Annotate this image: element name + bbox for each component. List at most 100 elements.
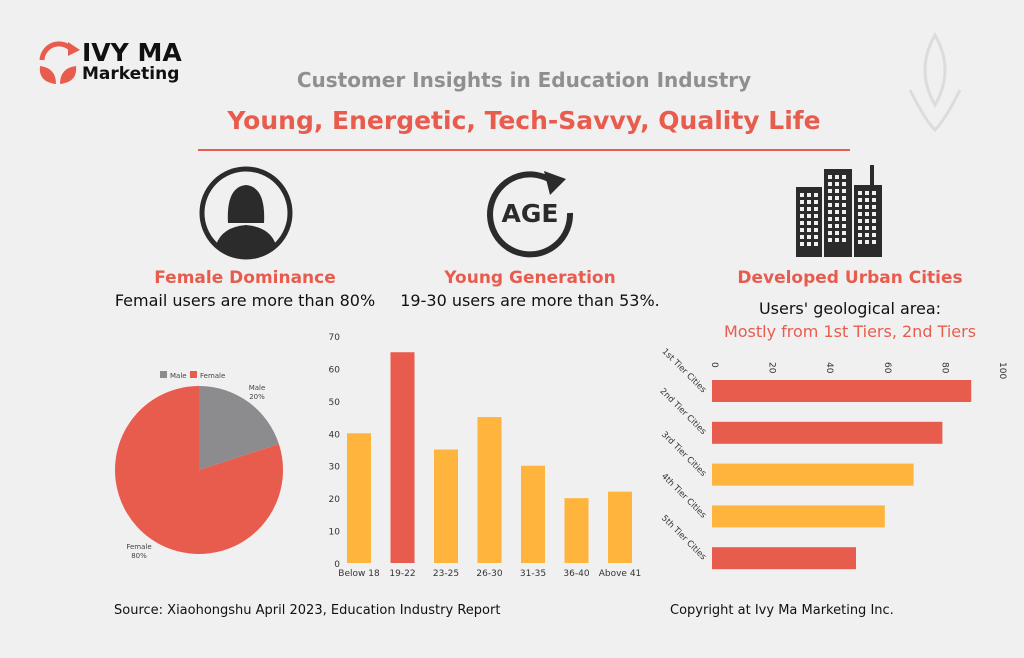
window: [842, 224, 846, 228]
window: [828, 189, 832, 193]
pie-slice-female: [115, 386, 283, 555]
window: [835, 210, 839, 214]
bar-36-40: [564, 498, 589, 563]
x-tick-label: 80: [939, 362, 949, 374]
pie-label: Male: [249, 384, 266, 392]
window: [842, 196, 846, 200]
hbar-3rd Tier Cities: [712, 463, 914, 486]
window: [865, 226, 869, 230]
window: [800, 193, 804, 197]
window: [858, 191, 862, 195]
logo-text: IVY MA: [82, 38, 182, 67]
window: [842, 217, 846, 221]
x-tick-label: 36-40: [563, 569, 589, 579]
window: [828, 217, 832, 221]
x-tick-label: 40: [824, 362, 834, 374]
window: [828, 196, 832, 200]
age-heading: Young Generation: [444, 268, 616, 288]
legend-swatch: [160, 371, 167, 378]
window: [858, 205, 862, 209]
y-tick-label: 60: [329, 365, 341, 375]
window: [814, 207, 818, 211]
x-tick-label: 26-30: [476, 569, 502, 579]
window: [835, 238, 839, 242]
window: [828, 203, 832, 207]
bar-31-35: [521, 465, 545, 563]
window: [800, 200, 804, 204]
y-tick-label: 40: [329, 430, 341, 440]
bar-Above 41: [608, 491, 632, 563]
window: [858, 219, 862, 223]
x-tick-label: 60: [882, 362, 892, 374]
legend-label: Male: [170, 372, 187, 380]
window: [828, 238, 832, 242]
window: [807, 235, 811, 239]
y-tick-label: 20: [329, 495, 341, 505]
bar-26-30: [477, 417, 502, 563]
page-title: Young, Energetic, Tech-Savvy, Quality Li…: [227, 106, 821, 135]
window: [814, 235, 818, 239]
window: [865, 219, 869, 223]
y-tick-label: 70: [329, 333, 341, 343]
window: [835, 224, 839, 228]
x-tick-label: 19-22: [389, 569, 415, 579]
window: [800, 228, 804, 232]
window: [828, 210, 832, 214]
x-tick-label: 31-35: [520, 569, 546, 579]
source-note: Source: Xiaohongshu April 2023, Educatio…: [114, 603, 501, 618]
window: [865, 212, 869, 216]
window: [814, 242, 818, 246]
window: [865, 233, 869, 237]
bar-19-22: [390, 352, 415, 563]
window: [835, 203, 839, 207]
window: [858, 212, 862, 216]
window: [842, 182, 846, 186]
window: [835, 189, 839, 193]
window: [835, 182, 839, 186]
window: [865, 205, 869, 209]
copyright: Copyright at Ivy Ma Marketing Inc.: [670, 603, 894, 618]
window: [807, 193, 811, 197]
window: [800, 207, 804, 211]
window: [814, 214, 818, 218]
window: [828, 224, 832, 228]
window: [842, 175, 846, 179]
bar-Below 18: [347, 433, 371, 563]
legend-swatch: [190, 371, 197, 378]
window: [842, 189, 846, 193]
window: [865, 198, 869, 202]
window: [872, 240, 876, 244]
window: [835, 217, 839, 221]
legend-label: Female: [200, 372, 225, 380]
hbar-5th Tier Cities: [712, 547, 856, 570]
x-tick-label: Above 41: [599, 569, 642, 579]
window: [842, 231, 846, 235]
window: [842, 238, 846, 242]
window: [865, 240, 869, 244]
window: [828, 175, 832, 179]
bar-23-25: [434, 449, 458, 563]
y-tick-label: 0: [334, 560, 340, 570]
window: [842, 203, 846, 207]
pie-value: 20%: [249, 393, 265, 401]
female-text: Femail users are more than 80%: [114, 291, 376, 310]
window: [814, 200, 818, 204]
pie-value: 80%: [131, 552, 147, 560]
window: [807, 221, 811, 225]
window: [858, 198, 862, 202]
window: [842, 210, 846, 214]
x-tick-label: 0: [709, 362, 719, 368]
window: [800, 242, 804, 246]
logo-subtext: Marketing: [82, 64, 180, 84]
urban-text: Users' geological area:: [758, 299, 942, 318]
window: [858, 226, 862, 230]
window: [872, 198, 876, 202]
window: [872, 233, 876, 237]
y-tick-label: 10: [329, 528, 341, 538]
window: [807, 214, 811, 218]
y-tick-label: 50: [329, 398, 341, 408]
x-tick-label: 100: [997, 362, 1007, 379]
window: [835, 175, 839, 179]
age-icon: AGE: [487, 171, 574, 258]
pie-label: Female: [126, 543, 151, 551]
